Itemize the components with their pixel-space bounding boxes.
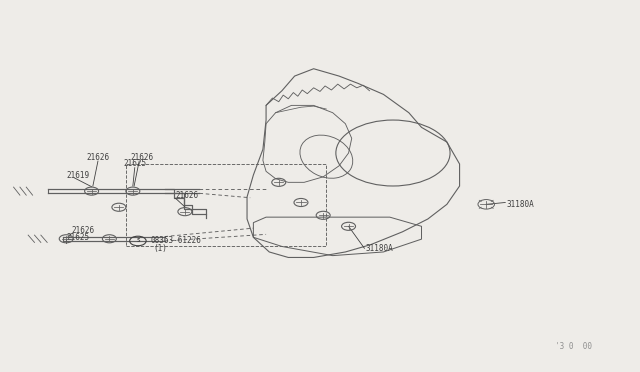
- Text: 08363-61226: 08363-61226: [150, 237, 202, 246]
- Text: 21626: 21626: [71, 226, 95, 235]
- Text: 21619: 21619: [66, 171, 90, 180]
- Text: 31180A: 31180A: [506, 200, 534, 209]
- Text: 21626: 21626: [86, 153, 109, 161]
- Text: 21626: 21626: [175, 191, 198, 200]
- Bar: [127, 164, 326, 247]
- Text: 31180A: 31180A: [365, 244, 394, 253]
- Text: 21625: 21625: [66, 232, 90, 241]
- Text: '3 0  00: '3 0 00: [555, 342, 592, 351]
- Text: (1): (1): [154, 244, 168, 253]
- Text: S: S: [136, 238, 140, 243]
- Text: 21626: 21626: [131, 153, 154, 161]
- Text: 21625: 21625: [123, 159, 147, 168]
